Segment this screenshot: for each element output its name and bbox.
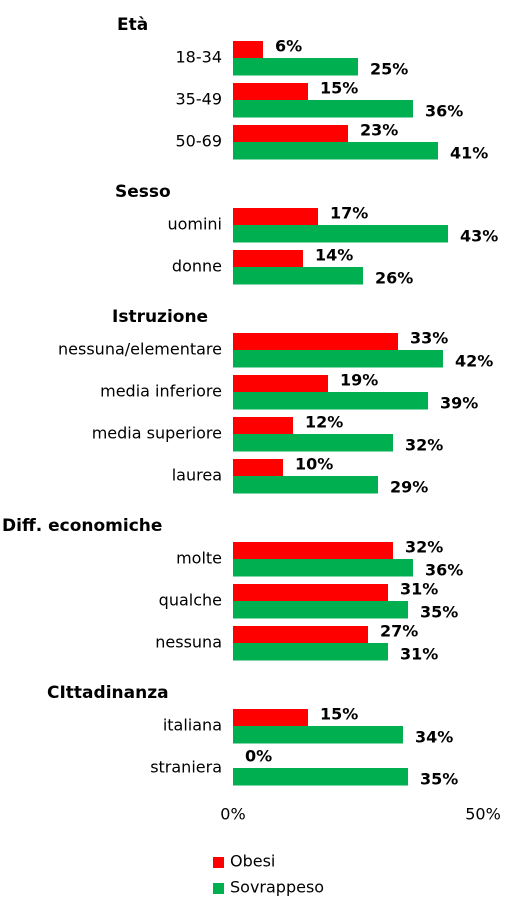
bar [233,726,403,744]
value-label: 43% [460,227,498,246]
value-label: 32% [405,436,443,455]
value-label: 15% [320,79,358,98]
y-tick-label: italiana [163,716,222,735]
group-header: Sesso [115,182,171,202]
bar [233,267,363,285]
value-label: 17% [330,204,368,223]
bar [233,142,438,160]
y-tick-label: nessuna/elementare [58,340,222,359]
bar [233,417,293,435]
bar [233,601,408,619]
bar [233,250,303,268]
x-tick-label: 0% [220,805,245,824]
value-label: 32% [405,538,443,557]
legend-swatch [213,857,224,868]
y-tick-label: straniera [150,758,222,777]
value-label: 42% [455,352,493,371]
y-tick-label: 35-49 [176,90,223,109]
value-label: 34% [415,728,453,747]
bar [233,350,443,368]
y-tick-label: molte [176,549,222,568]
bar [233,768,408,786]
bar [233,709,308,727]
y-tick-label: donne [172,257,222,276]
bar [233,58,358,76]
value-label: 27% [380,622,418,641]
bar [233,434,393,452]
y-tick-label: 50-69 [176,132,223,151]
bar [233,208,318,226]
bar [233,125,348,143]
value-label: 25% [370,60,408,79]
value-label: 6% [275,37,302,56]
bar [233,643,388,661]
value-label: 31% [400,645,438,664]
bar [233,626,368,644]
y-tick-label: 18-34 [176,48,223,67]
bar [233,584,388,602]
legend-label: Obesi [230,852,275,871]
bar [233,476,378,494]
group-header: Età [117,15,148,35]
bar [233,392,428,410]
value-label: 10% [295,455,333,474]
value-label: 36% [425,561,463,580]
value-label: 31% [400,580,438,599]
bar [233,459,283,477]
legend-swatch [213,883,224,894]
group-header: Diff. economiche [2,516,162,536]
group-header: CIttadinanza [47,683,169,703]
value-label: 41% [450,144,488,163]
bar [233,333,398,351]
value-label: 23% [360,121,398,140]
y-tick-label: media superiore [92,424,222,443]
bar [233,542,393,560]
value-label: 26% [375,269,413,288]
y-tick-label: nessuna [155,633,222,652]
value-label: 19% [340,371,378,390]
value-label: 39% [440,394,478,413]
value-label: 35% [420,603,458,622]
bar [233,83,308,101]
bar [233,559,413,577]
bar [233,225,448,243]
bar [233,41,263,59]
bar [233,375,328,393]
x-tick-label: 50% [465,805,501,824]
value-label: 12% [305,413,343,432]
value-label: 35% [420,770,458,789]
y-tick-label: media inferiore [100,382,222,401]
value-label: 14% [315,246,353,265]
value-label: 29% [390,478,428,497]
value-label: 33% [410,329,448,348]
group-header: Istruzione [112,307,208,327]
y-tick-label: uomini [167,215,222,234]
bar [233,100,413,118]
value-label: 36% [425,102,463,121]
y-tick-label: qualche [159,591,222,610]
value-label: 15% [320,705,358,724]
y-tick-label: laurea [172,466,222,485]
legend-label: Sovrappeso [230,878,324,897]
value-label: 0% [245,747,272,766]
